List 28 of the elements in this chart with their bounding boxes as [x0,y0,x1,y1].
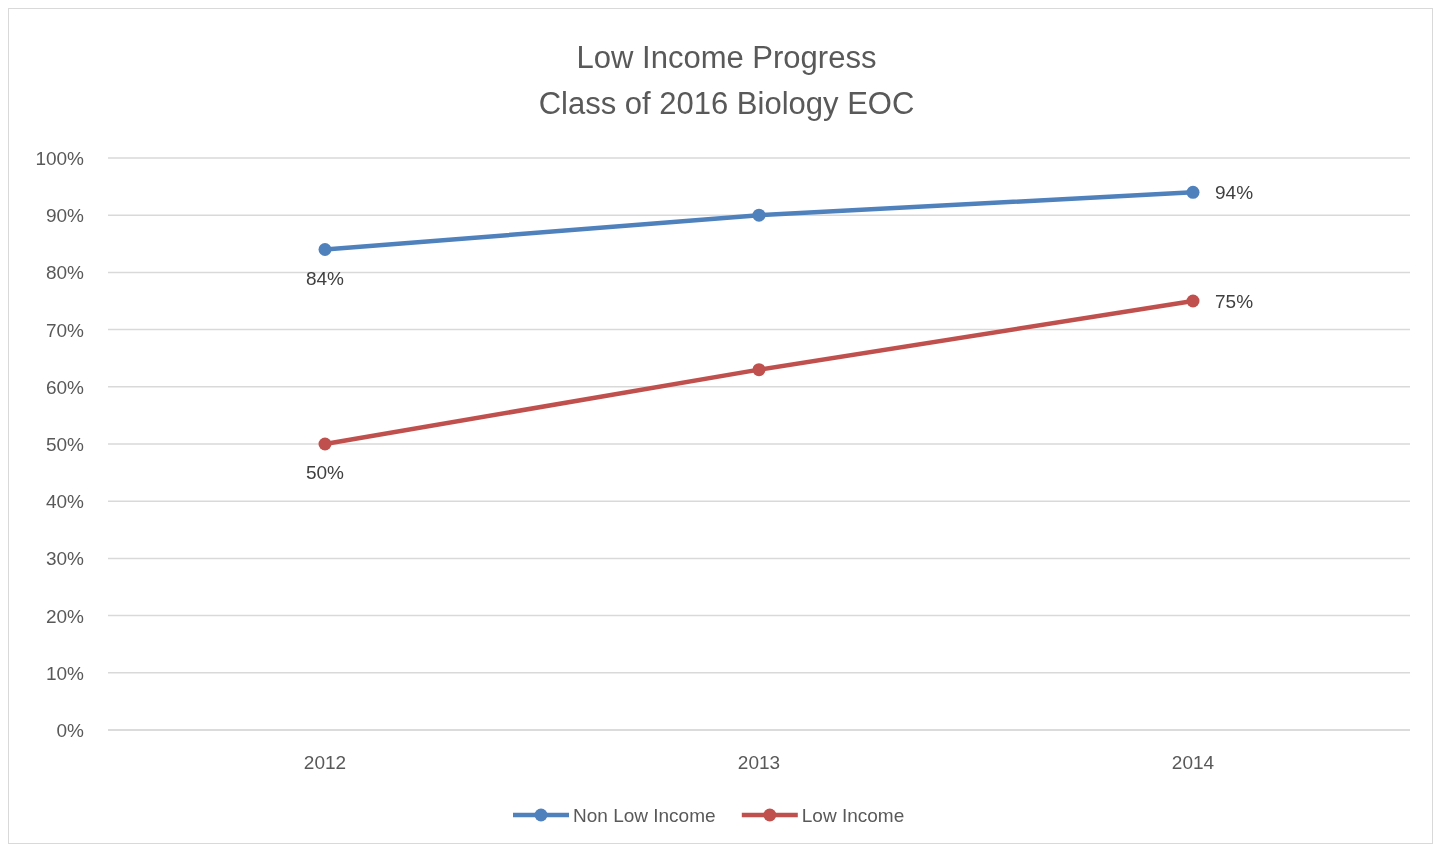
x-tick-label: 2013 [737,752,781,773]
point [1186,294,1200,308]
y-tick-label: 40% [45,491,85,513]
y-tick-label: 50% [45,434,85,455]
point [318,243,332,257]
y-tick-label: 100% [35,148,85,169]
point [1186,185,1200,199]
data-label: 94% [1215,182,1254,204]
y-tick-label: 90% [45,205,85,227]
y-tick-label: 20% [45,605,85,627]
legend-label: Non Low Income [573,805,716,826]
y-tick-label: 60% [45,376,85,398]
legend-label: Low Income [801,805,905,826]
y-tick-label: 10% [45,662,85,684]
point [318,437,332,451]
point [752,208,766,222]
chart-title: Low Income Progress [576,40,877,75]
y-tick-label: 80% [45,262,85,284]
x-tick-label: 2012 [303,752,347,773]
y-tick-label: 30% [45,548,85,570]
chart-subtitle: Class of 2016 Biology EOC [538,86,915,121]
data-label: 75% [1215,291,1254,312]
point [752,363,766,377]
y-tick-label: 0% [56,720,85,741]
data-label: 84% [305,267,345,289]
x-tick-label: 2014 [1171,752,1215,773]
data-label: 50% [305,462,345,483]
y-tick-label: 70% [45,319,85,341]
